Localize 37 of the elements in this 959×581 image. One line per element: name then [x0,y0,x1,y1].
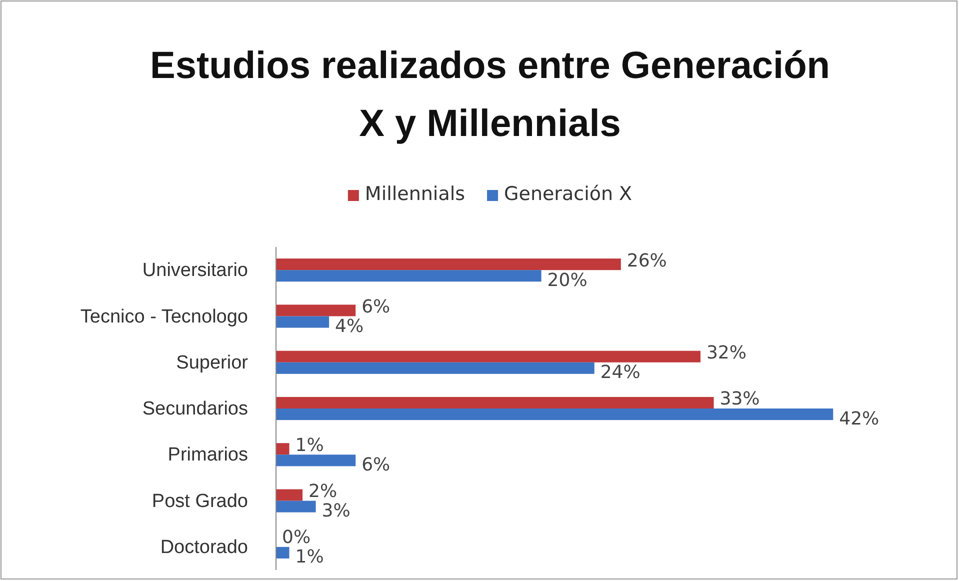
bar [276,396,714,408]
bar [276,270,542,282]
legend-label: Generación X [504,183,632,205]
data-label: 32% [706,342,747,364]
data-label: 24% [600,362,640,384]
bar [276,500,316,512]
y-tick-label: Doctorado [160,537,248,558]
data-label: 26% [626,250,667,272]
y-tick-label: Superior [176,352,249,374]
bar [276,362,594,374]
bar [276,489,303,501]
bar [276,454,356,466]
chart-title: Estudios realizados entre Generación X y Millennials [150,45,830,145]
data-label: 42% [839,408,880,430]
y-tick-label: Universitario [142,260,248,282]
bar [276,350,700,362]
bar [276,408,834,420]
bar [276,304,356,316]
data-label: 2% [308,481,338,502]
bar [276,546,290,558]
bar [276,443,290,455]
bar [276,258,621,270]
bar [276,316,330,328]
data-label: 0% [282,527,311,548]
data-label: 33% [720,388,760,410]
legend-label: Millennials [364,183,466,205]
data-label: 1% [295,546,324,568]
data-label: 3% [322,500,350,522]
y-tick-label: Post Grado [152,490,248,512]
y-tick-label: Primarios [168,444,248,466]
y-tick-label: Secundarios [142,398,248,420]
data-label: 1% [295,434,324,456]
y-tick-label: Tecnico - Tecnologo [80,306,248,328]
data-label: 4% [335,316,364,337]
data-label: 6% [362,296,390,318]
data-label: 6% [362,454,390,476]
data-label: 20% [547,270,588,291]
